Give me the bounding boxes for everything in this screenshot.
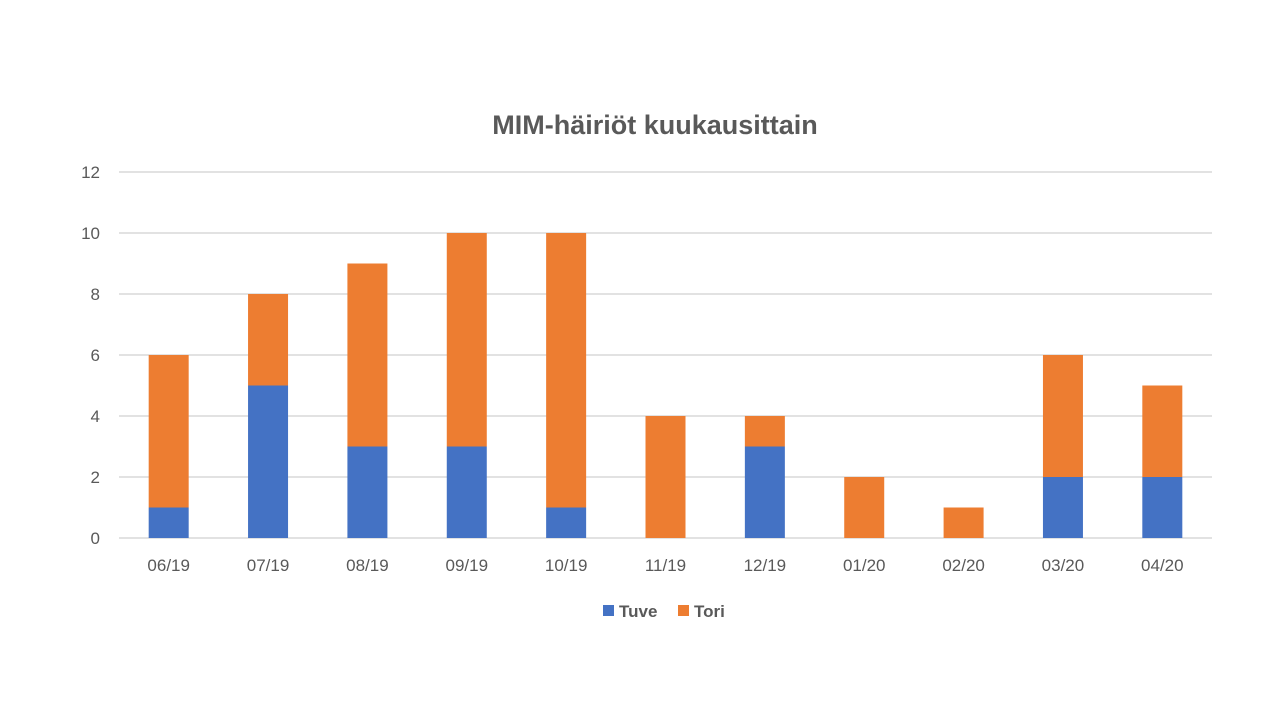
y-axis-ticks: 0 2 4 6 8 10 12	[81, 163, 100, 548]
bar-tuve-10-19	[546, 507, 587, 538]
bar-tori-11-19	[645, 416, 686, 538]
bar-tuve-12-19	[744, 446, 785, 538]
bar-tuve-08-19	[347, 446, 388, 538]
bar-tuve-09-19	[446, 446, 487, 538]
y-tick-label: 6	[91, 346, 100, 365]
x-tick-label: 10/19	[545, 556, 588, 575]
x-tick-label: 08/19	[346, 556, 389, 575]
bar-tori-12-19	[744, 416, 785, 447]
bar-tori-04-20	[1142, 385, 1183, 477]
y-tick-label: 10	[81, 224, 100, 243]
bar-tori-07-19	[248, 294, 289, 386]
x-tick-label: 09/19	[445, 556, 488, 575]
bar-tori-08-19	[347, 263, 388, 447]
legend-label-tori: Tori	[694, 602, 725, 621]
legend-swatch-tuve	[603, 605, 614, 616]
bar-tuve-07-19	[248, 385, 289, 538]
legend-swatch-tori	[678, 605, 689, 616]
bar-tori-09-19	[446, 233, 487, 447]
x-tick-label: 12/19	[744, 556, 787, 575]
y-tick-label: 12	[81, 163, 100, 182]
chart-title: MIM-häiriöt kuukausittain	[492, 110, 818, 140]
legend-label-tuve: Tuve	[619, 602, 657, 621]
y-tick-label: 0	[91, 529, 100, 548]
legend: Tuve Tori	[603, 602, 725, 621]
y-tick-label: 8	[91, 285, 100, 304]
bar-tuve-04-20	[1142, 477, 1183, 538]
y-tick-label: 4	[91, 407, 100, 426]
bars	[148, 233, 1183, 538]
bar-tori-01-20	[844, 477, 885, 538]
bar-tori-10-19	[546, 233, 587, 508]
x-tick-label: 02/20	[942, 556, 985, 575]
x-tick-label: 06/19	[147, 556, 190, 575]
x-tick-label: 11/19	[645, 556, 686, 575]
x-axis-ticks: 06/19 07/19 08/19 09/19 10/19 11/19 12/19 01/20…	[147, 556, 1183, 575]
bar-tori-03-20	[1042, 355, 1083, 477]
x-tick-label: 07/19	[247, 556, 290, 575]
bar-tori-02-20	[943, 507, 984, 538]
y-tick-label: 2	[91, 468, 100, 487]
x-tick-label: 01/20	[843, 556, 886, 575]
x-tick-label: 03/20	[1042, 556, 1085, 575]
bar-tuve-03-20	[1042, 477, 1083, 538]
bar-tuve-06-19	[148, 507, 189, 538]
bar-tori-06-19	[148, 355, 189, 508]
x-tick-label: 04/20	[1141, 556, 1184, 575]
